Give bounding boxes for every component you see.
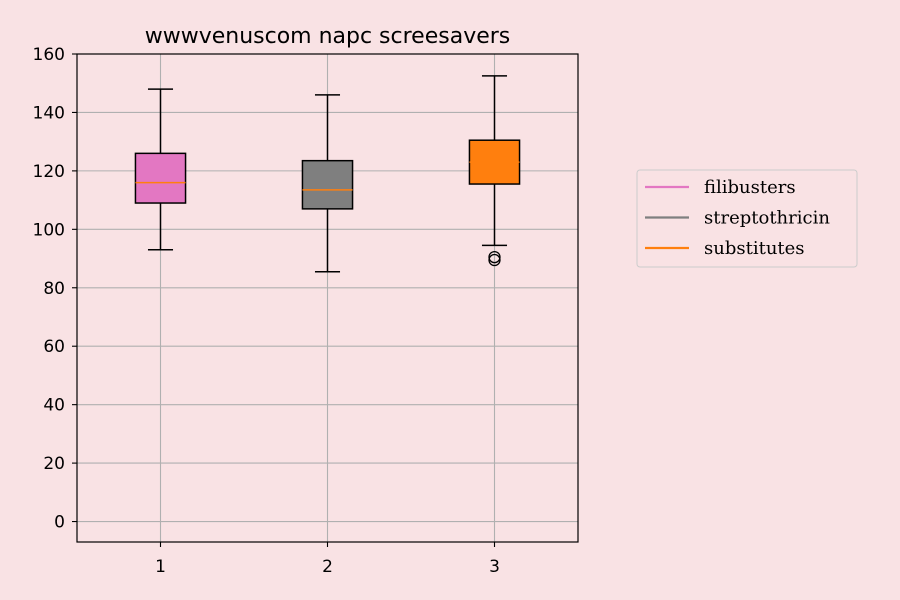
y-tick-label: 20 — [43, 454, 65, 474]
legend-item: filibusters — [645, 177, 796, 198]
legend: filibusters streptothricin substitutes — [636, 169, 858, 268]
y-tick-label: 60 — [43, 337, 65, 357]
box-body — [301, 159, 354, 210]
box-streptothricin — [301, 94, 354, 273]
box-plots — [134, 75, 521, 273]
y-tick-label: 120 — [33, 162, 65, 182]
legend-item: substitutes — [645, 238, 805, 259]
y-tick-label: 160 — [33, 45, 65, 65]
box-substitutes — [468, 75, 521, 267]
box-body — [134, 152, 187, 204]
outlier-point — [488, 250, 501, 264]
legend-label: filibusters — [704, 177, 796, 198]
legend-item: streptothricin — [645, 208, 830, 229]
y-tick-label: 80 — [43, 279, 65, 299]
legend-box — [636, 169, 858, 268]
box-filibusters — [134, 88, 187, 251]
y-tick-label: 40 — [43, 396, 65, 416]
y-tick-label: 100 — [33, 220, 65, 240]
x-tick-label: 2 — [322, 557, 333, 577]
y-tick-label: 0 — [54, 513, 65, 533]
y-tick-label: 140 — [33, 103, 65, 123]
legend-label: substitutes — [704, 238, 805, 259]
chart-title: wwwvenuscom napc screesavers — [145, 24, 511, 49]
x-tick-label: 1 — [155, 557, 166, 577]
legend-label: streptothricin — [704, 208, 830, 229]
x-tick-label: 3 — [489, 557, 500, 577]
axes: 0 20 40 60 80 100 120 140 160 1 2 3 — [33, 45, 500, 577]
outlier-point — [488, 253, 501, 267]
